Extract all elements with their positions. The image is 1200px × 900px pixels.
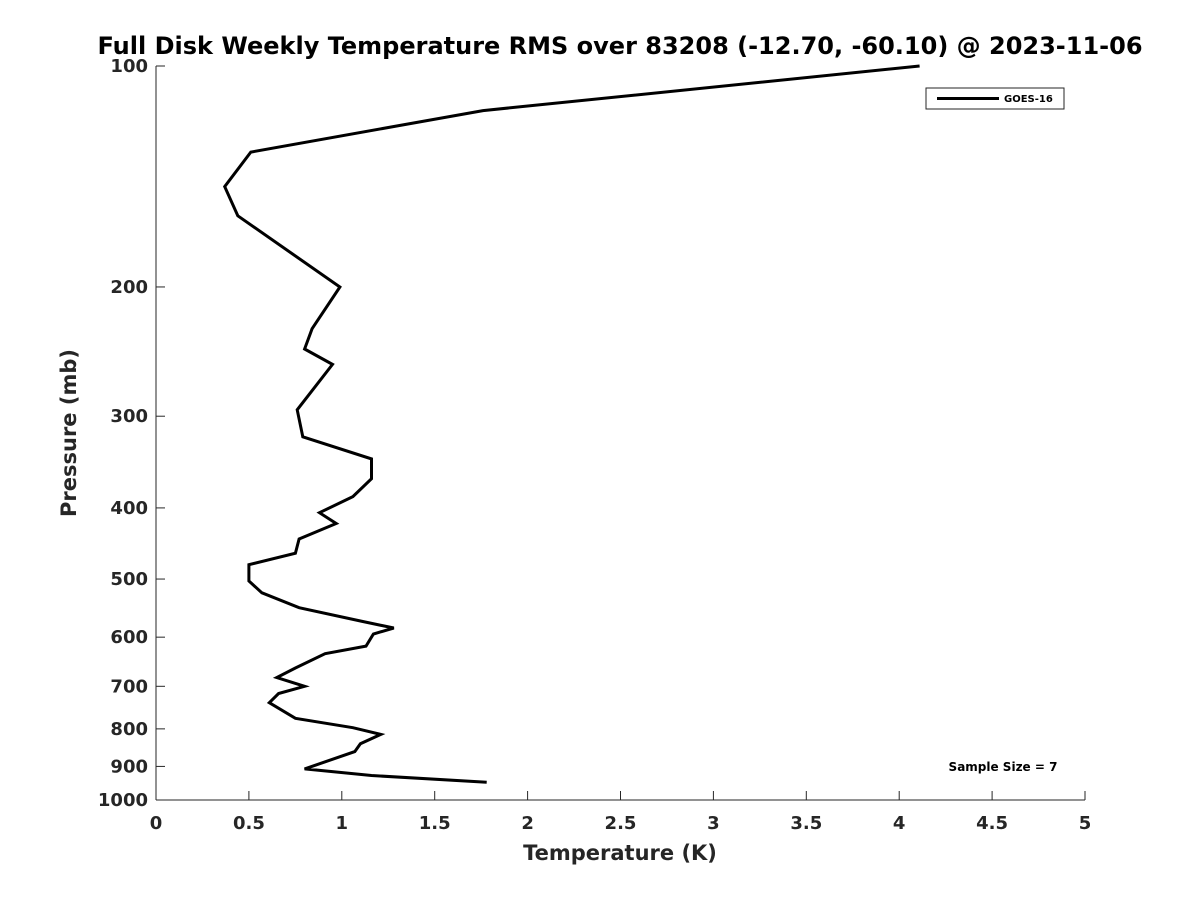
x-tick-label: 0 <box>150 813 163 834</box>
chart-title: Full Disk Weekly Temperature RMS over 83… <box>97 32 1142 60</box>
x-tick-label: 2 <box>521 813 534 834</box>
y-tick-label: 700 <box>110 676 148 697</box>
x-tick-label: 0.5 <box>233 813 265 834</box>
x-tick-label: 2.5 <box>605 813 637 834</box>
y-ticks: 100 200 300 400 500 600 700 800 900 1000 <box>98 56 165 811</box>
y-tick-label: 500 <box>110 569 148 590</box>
x-tick-label: 4 <box>893 813 906 834</box>
x-axis-label: Temperature (K) <box>523 841 717 865</box>
x-tick-label: 3.5 <box>790 813 822 834</box>
y-tick-label: 300 <box>110 406 148 427</box>
x-tick-label: 3 <box>707 813 720 834</box>
legend-label: GOES-16 <box>1004 94 1053 105</box>
sample-size-annotation: Sample Size = 7 <box>949 760 1058 774</box>
y-tick-label: 900 <box>110 756 148 777</box>
y-tick-label: 600 <box>110 627 148 648</box>
y-tick-label: 400 <box>110 498 148 519</box>
legend: GOES-16 <box>925 87 1065 110</box>
series-layer <box>222 64 920 784</box>
y-tick-label: 1000 <box>98 790 148 811</box>
series-line-goes-16 <box>222 64 920 784</box>
y-tick-label: 100 <box>110 56 148 77</box>
x-tick-label: 5 <box>1079 813 1092 834</box>
y-tick-label: 800 <box>110 719 148 740</box>
x-tick-label: 1.5 <box>419 813 451 834</box>
x-ticks: 0 0.5 1 1.5 2 2.5 3 3.5 4 4.5 5 <box>150 791 1092 834</box>
y-axis-label: Pressure (mb) <box>57 349 81 517</box>
y-tick-label: 200 <box>110 277 148 298</box>
x-tick-label: 1 <box>336 813 349 834</box>
x-tick-label: 4.5 <box>976 813 1008 834</box>
